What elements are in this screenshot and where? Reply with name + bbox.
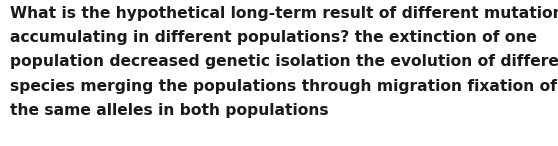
Text: species merging the populations through migration fixation of: species merging the populations through … xyxy=(10,79,557,94)
Text: accumulating in different populations? the extinction of one: accumulating in different populations? t… xyxy=(10,30,537,45)
Text: population decreased genetic isolation the evolution of different: population decreased genetic isolation t… xyxy=(10,54,558,69)
Text: the same alleles in both populations: the same alleles in both populations xyxy=(10,103,329,118)
Text: What is the hypothetical long-term result of different mutations: What is the hypothetical long-term resul… xyxy=(10,6,558,21)
